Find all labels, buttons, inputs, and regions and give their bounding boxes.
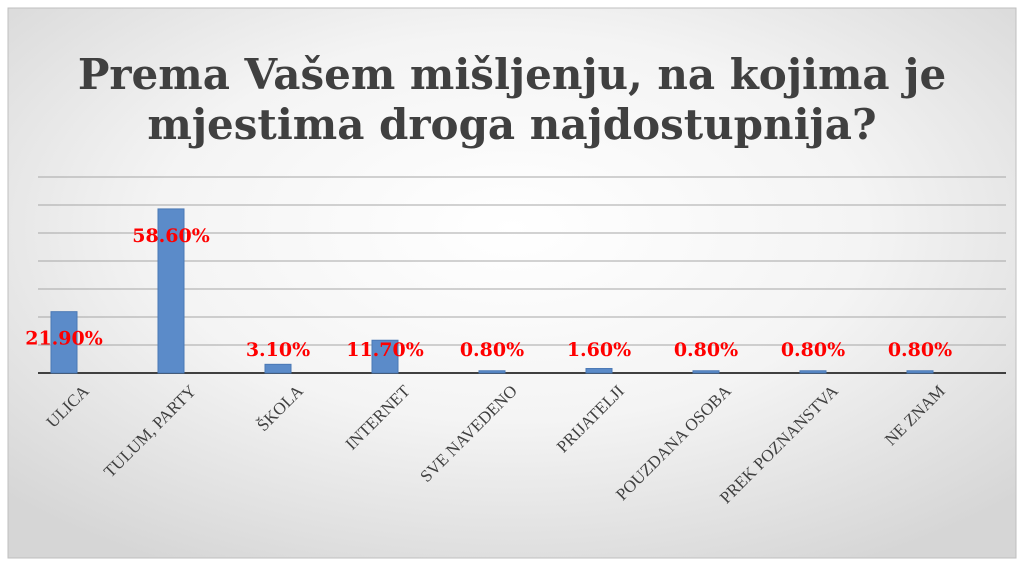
data-label: 0.80% <box>460 339 524 361</box>
bar <box>50 311 78 374</box>
bar <box>157 208 185 374</box>
data-label: 21.90% <box>25 328 103 350</box>
bar <box>585 368 613 374</box>
bar <box>799 370 827 374</box>
bar <box>692 370 720 374</box>
chart-title: Prema Vašem mišljenju, na kojima je <box>78 50 946 99</box>
chart-title: mjestima droga najdostupnija? <box>147 100 876 149</box>
data-label: 0.80% <box>781 339 845 361</box>
data-label: 1.60% <box>567 339 631 361</box>
bar <box>906 370 934 374</box>
data-label: 0.80% <box>674 339 738 361</box>
data-label: 58.60% <box>132 225 210 247</box>
data-label: 11.70% <box>346 339 424 361</box>
data-label: 3.10% <box>246 339 310 361</box>
data-label: 0.80% <box>888 339 952 361</box>
bar <box>371 339 399 374</box>
bar <box>264 363 292 374</box>
bar <box>478 370 506 374</box>
